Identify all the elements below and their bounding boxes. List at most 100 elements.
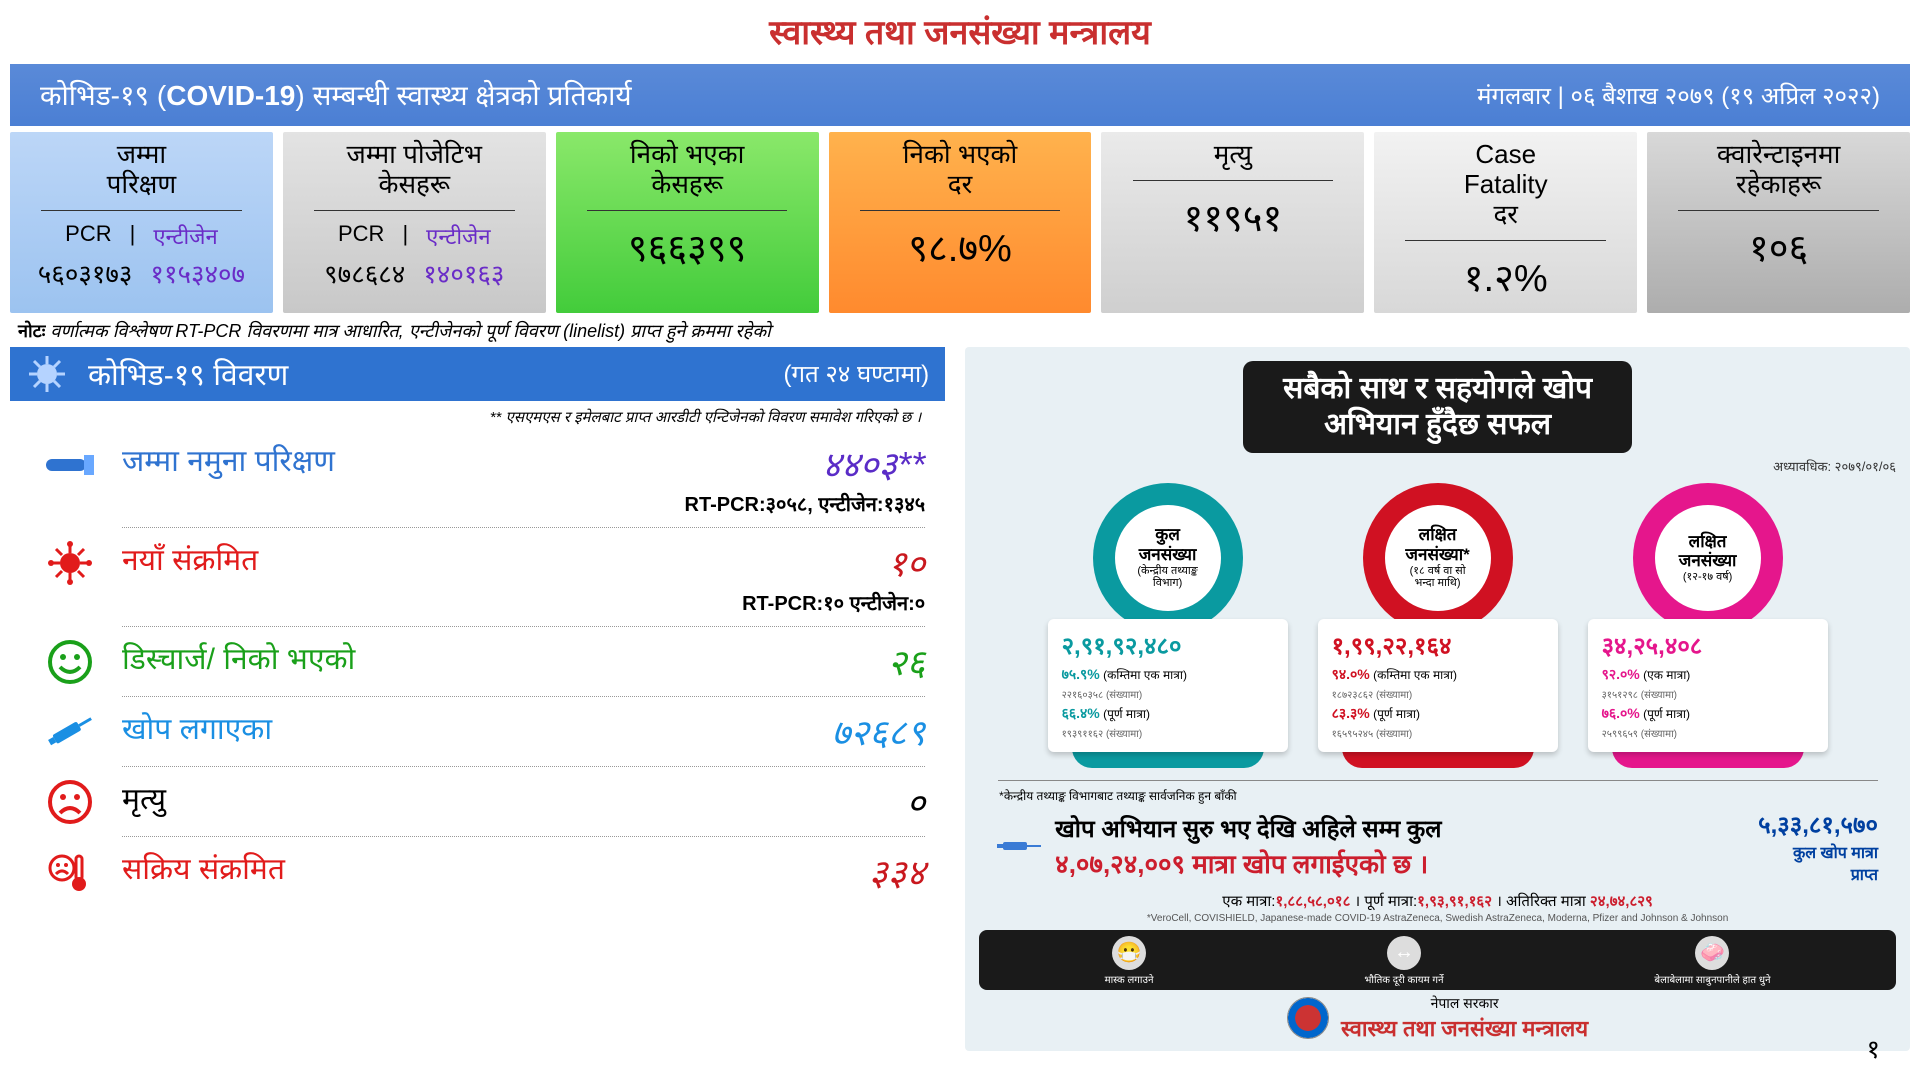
stat-body: डिस्चार्ज/ निको भएको २६ (122, 637, 925, 697)
donut-inner: कुलजनसंख्या(केन्द्रीय तथ्याङ्कविभाग) (1131, 525, 1203, 589)
donut-inner: लक्षितजनसंख्या(१२-१७ वर्ष) (1673, 532, 1743, 584)
stats-row: जम्मापरिक्षणPCR|एन्टीजेन५६०३१७३११५३४०७जम… (10, 132, 1910, 313)
tube-icon (40, 439, 100, 489)
left-panel: कोभिड-१९ विवरण (गत २४ घण्टामा) ** एसएमएस… (10, 347, 945, 1051)
stat-valblock: ३३४ (869, 847, 925, 896)
header-suffix: ) सम्बन्धी स्वास्थ्य क्षेत्रको प्रतिकार्… (295, 80, 631, 111)
stat-card: मृत्यु ११९५१ (1101, 132, 1364, 313)
stat-card: निको भएकाकेसहरू ९६६३९९ (556, 132, 819, 313)
stat-lines: जम्मा नमुना परिक्षण४४०३**RT-PCR:३०५८, एन… (10, 429, 945, 906)
safety-item: 🧼बेलाबेलामा साबुनपानीले हात धुने (1654, 936, 1770, 986)
donut-ring: लक्षितजनसंख्या(१२-१७ वर्ष) (1633, 483, 1783, 633)
stat-value: ४४०३** (685, 439, 926, 488)
desc-subtitle: (गत २४ घण्टामा) (783, 357, 929, 390)
virus-icon (26, 353, 68, 395)
card-big: १.२% (1464, 251, 1548, 303)
header-left: कोभिड-१९ (COVID-19) सम्बन्धी स्वास्थ्य क… (40, 76, 632, 114)
safety-item: 😷मास्क लगाउने (1105, 936, 1154, 986)
stat-label: डिस्चार्ज/ निको भएको (122, 637, 355, 678)
vax-total-label: कुल खोप मात्राप्राप्त (1758, 841, 1878, 885)
donut-card: ३४,२५,४०८९२.०% (एक मात्रा)३१५१२९८ (संख्य… (1588, 619, 1828, 752)
stat-line: खोप लगाएका७२६८९ (10, 697, 945, 767)
vax-main: खोप अभियान सुरु भए देखि अहिले सम्म कुल ४… (979, 804, 1896, 889)
card-big: ९६६३९९ (628, 221, 747, 273)
header-date: मंगलबार | ०६ बैशाख २०७९ (१९ अप्रिल २०२२) (1477, 79, 1880, 112)
stat-card: निको भएकोदर९८.७% (829, 132, 1092, 313)
vax-update: अध्यावधिक: २०७९/०१/०६ (1773, 457, 1896, 475)
stat-body: जम्मा नमुना परिक्षण४४०३**RT-PCR:३०५८, एन… (122, 439, 925, 528)
stat-card: क्वारेन्टाइनमारहेकाहरू १०६ (1647, 132, 1910, 313)
stat-valblock: १०RT-PCR:१० एन्टीजेन:० (742, 538, 925, 616)
stat-value: ३३४ (869, 847, 925, 896)
donut-inner: लक्षितजनसंख्या*(१८ वर्ष वा सोभन्दा माथि) (1399, 525, 1475, 589)
bk-v1: १,८८,५८,०१८ (1275, 893, 1350, 910)
stat-line: सक्रिय संक्रमित३३४ (10, 837, 945, 906)
header-bold: COVID-19 (166, 80, 295, 111)
vax-right: ५,३३,८१,५७० कुल खोप मात्राप्राप्त (1758, 808, 1878, 885)
desc-title: कोभिड-१९ विवरण (88, 353, 288, 394)
vaccine-panel: सबैको साथ र सहयोगले खोपअभियान हुँदैछ सफल… (965, 347, 1910, 1051)
header-bar: कोभिड-१९ (COVID-19) सम्बन्धी स्वास्थ्य क… (10, 64, 1910, 126)
footer-l2: स्वास्थ्य तथा जनसंख्या मन्त्रालय (1341, 1013, 1588, 1043)
stat-label: मृत्यु (122, 777, 166, 818)
vax-main-text: खोप अभियान सुरु भए देखि अहिले सम्म कुल ४… (1055, 812, 1744, 881)
bk-pre: एक मात्रा: (1222, 893, 1275, 910)
donut-ring: कुलजनसंख्या(केन्द्रीय तथ्याङ्कविभाग) (1093, 483, 1243, 633)
vax-breakdown: एक मात्रा:१,८८,५८,०१८ । पूर्ण मात्रा:१,९… (1222, 889, 1653, 913)
card-big: ११९५१ (1183, 191, 1282, 243)
donut-block: कुलजनसंख्या(केन्द्रीय तथ्याङ्कविभाग)२,९१… (1048, 483, 1288, 768)
card-title: जम्मापरिक्षण (107, 140, 177, 200)
vax-title: सबैको साथ र सहयोगले खोपअभियान हुँदैछ सफल (1243, 361, 1632, 453)
stat-sub: RT-PCR:१० एन्टीजेन:० (742, 589, 925, 616)
mini-note: ** एसएमएस र इमेलबाट प्राप्त आरडीटी एन्टि… (10, 401, 945, 429)
stat-valblock: २६ (888, 637, 925, 686)
card-split: PCR|एन्टीजेन (16, 221, 267, 251)
stat-body: मृत्यु ० (122, 777, 925, 837)
safety-bar: 😷मास्क लगाउने ↔भौतिक दूरी कायम गर्ने 🧼बेला… (979, 930, 1896, 990)
virus-icon (40, 538, 100, 588)
bk-mid2: । अतिरिक्त मात्रा (1496, 893, 1586, 910)
card-title: क्वारेन्टाइनमारहेकाहरू (1717, 140, 1840, 200)
card-title: मृत्यु (1214, 140, 1252, 170)
bk-v2: १,९३,९१,१६२ (1417, 893, 1492, 910)
card-big: १०६ (1749, 221, 1808, 273)
stat-line: मृत्यु ० (10, 767, 945, 837)
vax-footer: नेपाल सरकार स्वास्थ्य तथा जनसंख्या मन्त्… (1287, 994, 1588, 1043)
safety-item: ↔भौतिक दूरी कायम गर्ने (1364, 936, 1443, 986)
stat-valblock: ४४०३**RT-PCR:३०५८, एन्टीजेन:१३४५ (685, 439, 926, 517)
footer-text: नेपाल सरकार स्वास्थ्य तथा जनसंख्या मन्त्… (1341, 994, 1588, 1043)
sad-icon (40, 777, 100, 827)
stat-body: खोप लगाएका७२६८९ (122, 707, 925, 767)
donut-block: लक्षितजनसंख्या(१२-१७ वर्ष) ३४,२५,४०८९२.०%… (1588, 483, 1828, 768)
stat-body: सक्रिय संक्रमित३३४ (122, 847, 925, 906)
stat-card: CaseFatalityदर १.२% (1374, 132, 1637, 313)
main-area: कोभिड-१९ विवरण (गत २४ घण्टामा) ** एसएमएस… (10, 347, 1910, 1051)
note-bold: नोटः (18, 321, 45, 341)
thermo-icon (40, 847, 100, 897)
vax-total-num: ५,३३,८१,५७० (1758, 808, 1878, 841)
card-title: CaseFatalityदर (1464, 140, 1548, 230)
bk-v3: २४,७४,८२९ (1590, 893, 1653, 910)
divider (998, 780, 1878, 781)
footnote: नोटः वर्णात्मक विश्लेषण RT-PCR विवरणमा म… (0, 313, 1920, 343)
stat-valblock: ७२६८९ (832, 707, 926, 756)
vax-main-l1: खोप अभियान सुरु भए देखि अहिले सम्म कुल (1055, 812, 1744, 845)
emblem-icon (1287, 997, 1329, 1039)
card-values: ५६०३१७३११५३४०७ (16, 255, 267, 291)
donut-ring: लक्षितजनसंख्या*(१८ वर्ष वा सोभन्दा माथि) (1363, 483, 1513, 633)
stat-line: जम्मा नमुना परिक्षण४४०३**RT-PCR:३०५८, एन… (10, 429, 945, 528)
vax-main-l2: ४,०७,२४,००९ मात्रा खोप लगाईएको छ । (1055, 845, 1744, 881)
page-title: स्वास्थ्य तथा जनसंख्या मन्त्रालय (0, 0, 1920, 58)
stat-value: ० (906, 777, 925, 826)
syringe-icon (997, 834, 1041, 858)
stat-value: ७२६८९ (832, 707, 926, 756)
stat-value: २६ (888, 637, 925, 686)
stat-card: जम्मा पोजेटिभकेसहरूPCR|एन्टीजेन९७८६८४१४०… (283, 132, 546, 313)
smile-icon (40, 637, 100, 687)
card-title: निको भएकाकेसहरू (630, 140, 744, 200)
syringe-icon (40, 707, 100, 757)
vax-note: *केन्द्रीय तथ्याङ्क विभागबाट तथ्याङ्क सा… (979, 787, 1237, 804)
stat-valblock: ० (906, 777, 925, 826)
stat-card: जम्मापरिक्षण PCR|एन्टीजेन ५६०३१७३११५३४०७ (10, 132, 273, 313)
card-title: निको भएकोदर (903, 140, 1017, 200)
